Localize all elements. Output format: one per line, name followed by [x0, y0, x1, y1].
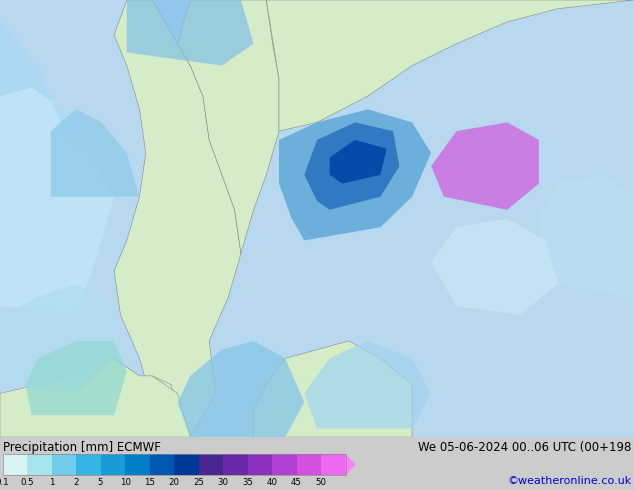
- Text: 20: 20: [169, 478, 179, 488]
- Polygon shape: [51, 109, 139, 196]
- Polygon shape: [431, 122, 539, 210]
- Bar: [223, 454, 247, 475]
- Polygon shape: [0, 358, 190, 437]
- Text: 45: 45: [291, 478, 302, 488]
- Polygon shape: [304, 122, 399, 210]
- Text: Precipitation [mm] ECMWF: Precipitation [mm] ECMWF: [3, 441, 160, 454]
- Text: 5: 5: [98, 478, 103, 488]
- Bar: [297, 454, 321, 475]
- Bar: [198, 454, 223, 475]
- Polygon shape: [0, 87, 114, 315]
- Polygon shape: [127, 0, 254, 66]
- Polygon shape: [266, 0, 634, 131]
- Text: 40: 40: [266, 478, 278, 488]
- Polygon shape: [304, 341, 431, 428]
- Text: We 05-06-2024 00..06 UTC (00+198: We 05-06-2024 00..06 UTC (00+198: [418, 441, 631, 454]
- Polygon shape: [279, 109, 431, 241]
- Bar: [272, 454, 297, 475]
- Polygon shape: [539, 175, 634, 297]
- Text: 25: 25: [193, 478, 204, 488]
- Text: 0.1: 0.1: [0, 478, 10, 488]
- Text: 10: 10: [120, 478, 131, 488]
- Bar: [3, 454, 27, 475]
- Text: 50: 50: [316, 478, 327, 488]
- Polygon shape: [178, 0, 279, 253]
- Text: 0.5: 0.5: [20, 478, 34, 488]
- Bar: [3, 454, 346, 475]
- Bar: [150, 454, 174, 475]
- Text: 35: 35: [242, 478, 253, 488]
- Bar: [27, 454, 51, 475]
- Polygon shape: [431, 219, 558, 315]
- Polygon shape: [139, 376, 178, 437]
- Polygon shape: [178, 341, 304, 437]
- Polygon shape: [330, 140, 387, 184]
- Bar: [125, 454, 150, 475]
- Text: 2: 2: [74, 478, 79, 488]
- Polygon shape: [0, 284, 114, 393]
- Bar: [174, 454, 198, 475]
- Bar: [76, 454, 101, 475]
- Bar: [101, 454, 125, 475]
- Text: 15: 15: [144, 478, 155, 488]
- Polygon shape: [346, 454, 356, 475]
- Text: 30: 30: [217, 478, 228, 488]
- Polygon shape: [25, 341, 127, 415]
- Bar: [321, 454, 346, 475]
- Text: 1: 1: [49, 478, 55, 488]
- Polygon shape: [114, 0, 241, 437]
- Bar: [51, 454, 76, 475]
- Bar: [247, 454, 272, 475]
- Polygon shape: [254, 341, 412, 437]
- Polygon shape: [0, 22, 89, 153]
- Text: ©weatheronline.co.uk: ©weatheronline.co.uk: [507, 476, 631, 486]
